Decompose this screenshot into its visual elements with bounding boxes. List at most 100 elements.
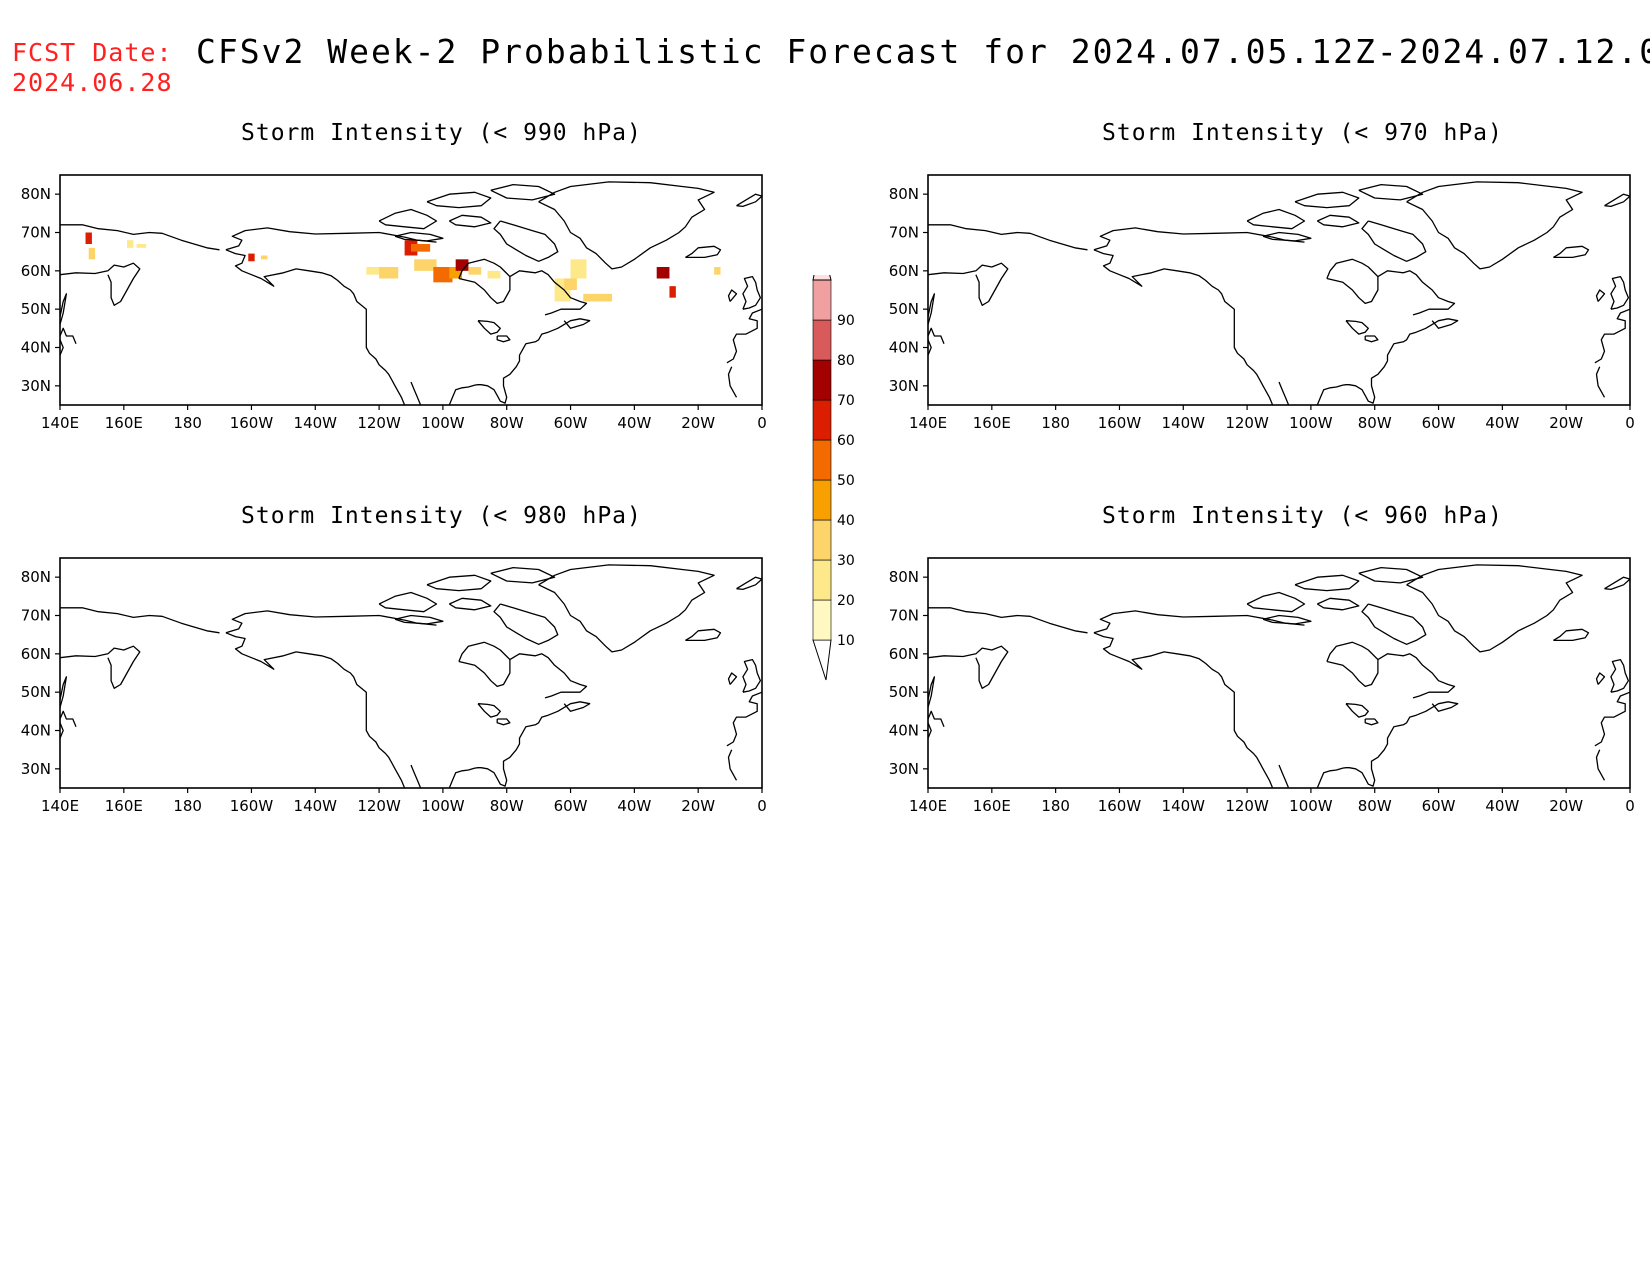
lat-tick-label: 40N [21, 722, 51, 740]
coastline [410, 381, 422, 406]
map-plot: 80N 70N 60N 50N 40N 30N 140E 160E 180 160W 140W 120… [889, 557, 1635, 815]
coastline [1595, 749, 1606, 781]
lon-tick-label: 60W [1422, 797, 1456, 815]
coastline [426, 191, 492, 209]
coastline [458, 641, 511, 688]
probability-cell [487, 270, 501, 279]
lon-tick-label: 160E [973, 414, 1011, 432]
lon-tick-label: 100W [1289, 414, 1333, 432]
map-plot: 80N 70N 60N 50N 40N 30N 140E 160E 180 160W 140W 120… [21, 557, 767, 815]
probability-cell [714, 267, 721, 275]
coastline [685, 245, 722, 259]
coastline [1364, 718, 1379, 726]
coastline [1377, 270, 1456, 316]
lon-tick-label: 120W [1225, 414, 1269, 432]
coastline [59, 339, 64, 356]
map-frame [59, 174, 763, 406]
coastline [394, 231, 444, 242]
coastline [1345, 703, 1369, 718]
lon-tick-label: 100W [421, 414, 465, 432]
lat-tick-label: 60N [21, 645, 51, 663]
map-background [928, 175, 1630, 405]
coastline [742, 275, 762, 310]
lat-tick-label: 70N [889, 607, 919, 625]
coastline [59, 722, 64, 739]
coastline [60, 607, 220, 634]
coastline [477, 320, 501, 335]
lat-tick-label: 50N [889, 683, 919, 701]
coastline [1358, 183, 1424, 201]
probability-cell [449, 267, 463, 279]
colorbar-bin [812, 479, 832, 521]
coastline [1294, 191, 1360, 209]
lon-tick-label: 60W [1422, 414, 1456, 432]
map-background [60, 558, 762, 788]
coastline [927, 645, 1009, 689]
coastline [1361, 220, 1427, 262]
coastline [1246, 591, 1306, 613]
lon-tick-label: 20W [1549, 414, 1583, 432]
coastline [509, 270, 588, 316]
colorbar-bin [812, 279, 832, 321]
panel-970: Storm Intensity (< 970 hPa) 80N 70N 60N 50N… [868, 120, 1650, 440]
lon-tick-label: 60W [554, 797, 588, 815]
lon-tick-label: 160E [973, 797, 1011, 815]
colorbar-label: 30 [837, 553, 855, 569]
coastline [1595, 289, 1606, 302]
coastline [59, 293, 68, 325]
coastline [1294, 574, 1360, 592]
coastline [927, 676, 936, 708]
coastline [1553, 245, 1590, 259]
colorbar-bin [812, 599, 832, 641]
lon-tick-label: 40W [1485, 797, 1519, 815]
coastline [225, 249, 406, 406]
lat-tick-label: 40N [21, 339, 51, 357]
lon-tick-label: 180 [173, 414, 202, 432]
coastline [1610, 658, 1630, 693]
coastline [225, 227, 437, 251]
lon-tick-label: 0 [1625, 797, 1635, 815]
colorbar-bin [812, 359, 832, 401]
coastline [1377, 653, 1456, 699]
colorbar-label: 60 [837, 433, 855, 449]
lon-tick-label: 0 [757, 797, 767, 815]
lon-tick-label: 40W [1485, 414, 1519, 432]
probability-cell [669, 286, 676, 298]
coastline [726, 691, 763, 747]
probability-cell [656, 267, 670, 279]
coastline [928, 607, 1088, 634]
coastline [928, 224, 1088, 251]
probability-cell [455, 259, 469, 271]
lat-tick-label: 30N [889, 377, 919, 395]
coastline [394, 614, 444, 625]
coastline [1316, 701, 1459, 789]
forecast-date-value: 2024.06.28 [12, 68, 173, 97]
probability-cell [414, 259, 437, 271]
colorbar-label: 10 [837, 633, 855, 649]
lon-tick-label: 180 [1041, 414, 1070, 432]
colorbar-tail-low [812, 639, 832, 681]
lon-tick-label: 80W [1358, 797, 1392, 815]
lon-tick-label: 180 [1041, 797, 1070, 815]
lon-tick-label: 100W [1289, 797, 1333, 815]
coastline [1093, 227, 1305, 251]
lon-tick-label: 80W [490, 797, 524, 815]
lon-tick-label: 100W [421, 797, 465, 815]
panel-990: Storm Intensity (< 990 hPa) 80N 70N 60N 50N… [0, 120, 820, 440]
lon-tick-label: 140E [909, 414, 947, 432]
lon-tick-label: 140W [294, 797, 338, 815]
map-frame [927, 174, 1631, 406]
coastline [1278, 764, 1290, 789]
probability-cell [583, 293, 613, 302]
coastline [448, 214, 492, 228]
coastline [927, 339, 932, 356]
coastline [490, 566, 556, 584]
coastline [60, 224, 220, 251]
coastline [59, 676, 68, 708]
coastline [1246, 208, 1306, 230]
coastline [727, 749, 738, 781]
probability-cell [136, 244, 147, 248]
panel-title: Storm Intensity (< 960 hPa) [1102, 503, 1503, 529]
coastline [493, 220, 559, 262]
coastline [448, 701, 591, 789]
